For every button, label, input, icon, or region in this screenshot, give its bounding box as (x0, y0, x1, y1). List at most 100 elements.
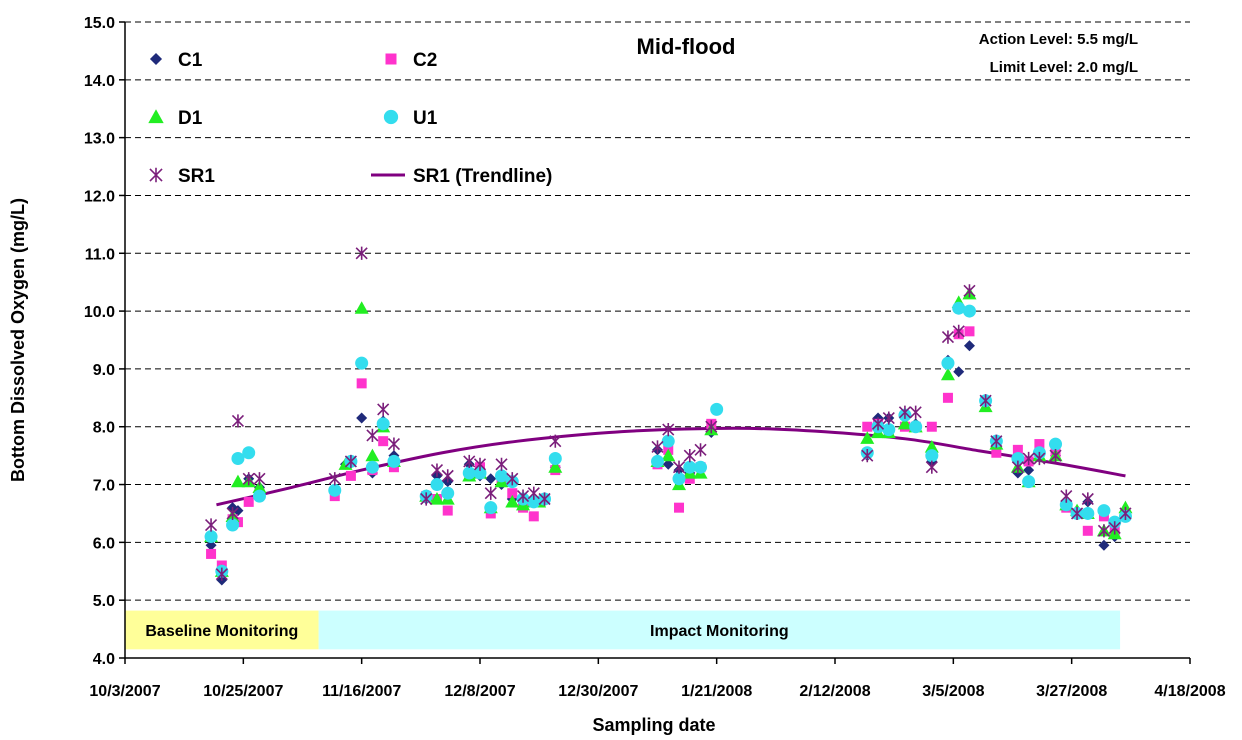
point-u1-9 (365, 460, 379, 474)
point-u1-6 (328, 483, 342, 497)
y-tick-label-8: 12.0 (84, 188, 115, 205)
point-u1-25 (661, 434, 675, 448)
point-sr1-15 (463, 454, 476, 469)
point-sr1-31 (871, 417, 885, 431)
x-tick-label-0: 10/3/2007 (89, 683, 160, 700)
point-c1-23 (662, 458, 674, 470)
limit-level-note: Limit Level: 2.0 mg/L (990, 59, 1138, 76)
point-sr1-48 (1097, 524, 1111, 538)
point-sr1-40 (990, 434, 1003, 448)
trendline-sr1 (216, 426, 1126, 507)
point-sr1-30 (861, 449, 874, 463)
point-u1-5 (252, 489, 266, 503)
point-sr1-28 (694, 443, 707, 457)
point-u1-8 (355, 356, 369, 370)
point-u1-29 (710, 402, 724, 416)
point-u1-17 (484, 501, 498, 515)
data-points (204, 246, 1133, 586)
point-sr1-47 (1081, 492, 1094, 506)
point-sr1-16 (473, 457, 487, 471)
x-tick-label-7: 3/5/2008 (922, 683, 984, 700)
y-tick-label-4: 8.0 (93, 420, 115, 437)
point-u1-41 (1011, 452, 1025, 466)
point-sr1-23 (549, 434, 562, 448)
x-tick-label-5: 1/21/2008 (681, 683, 752, 700)
point-sr1-4 (242, 472, 255, 486)
point-sr1-49 (1108, 521, 1121, 535)
point-d1-18 (505, 494, 520, 508)
point-u1-18 (495, 469, 509, 483)
point-d1-5 (252, 480, 267, 494)
point-u1-21 (527, 495, 541, 509)
point-sr1-24 (651, 440, 664, 454)
legend-marker-c1 (149, 52, 163, 66)
point-c2-19 (507, 488, 518, 499)
point-u1-42 (1022, 475, 1036, 489)
point-sr1-8 (355, 246, 368, 260)
legend-marker-c2 (385, 53, 397, 65)
point-sr1-32 (882, 411, 895, 425)
point-sr1-33 (898, 405, 911, 419)
series-sr1 (204, 246, 1132, 581)
point-c2-27 (684, 473, 695, 484)
legend-label-sr1: SR1 (178, 166, 215, 187)
legend-label-sr1-trendline: SR1 (Trendline) (413, 166, 552, 187)
point-u1-45 (1059, 498, 1073, 512)
point-c2-38 (964, 326, 975, 337)
x-axis-title: Sampling date (592, 715, 715, 735)
point-u1-36 (941, 356, 955, 370)
point-c2-14 (442, 505, 453, 516)
point-sr1-26 (672, 460, 686, 474)
point-sr1-3 (231, 414, 245, 428)
x-tick-label-3: 12/8/2007 (444, 683, 515, 700)
period-label-0: Baseline Monitoring (145, 623, 298, 640)
point-u1-35 (925, 449, 939, 463)
point-c2-43 (1034, 439, 1045, 450)
point-sr1-13 (430, 463, 444, 477)
legend-label-c2: C2 (413, 50, 437, 71)
point-c2-26 (674, 502, 685, 513)
point-c1-46 (1098, 539, 1110, 551)
y-tick-label-2: 6.0 (93, 535, 115, 552)
point-c1-7 (356, 412, 368, 424)
point-u1-28 (694, 460, 708, 474)
x-tick-label-6: 2/12/2008 (799, 683, 870, 700)
x-tick-label-8: 3/27/2008 (1036, 683, 1107, 700)
period-band-0 (125, 610, 319, 650)
point-sr1-17 (484, 486, 497, 500)
point-d1-32 (897, 416, 912, 430)
point-c2-4 (243, 496, 254, 507)
point-u1-13 (430, 478, 444, 492)
monitoring-periods: Baseline Monitoring Impact Monitoring (125, 610, 1121, 650)
point-sr1-20 (516, 489, 530, 503)
y-tick-label-0: 4.0 (93, 651, 115, 668)
title-backdrop (602, 30, 777, 68)
point-sr1-43 (1033, 451, 1046, 466)
x-tick-label-9: 4/18/2008 (1154, 683, 1225, 700)
point-d1-34 (924, 439, 939, 453)
point-sr1-39 (979, 394, 992, 408)
point-sr1-11 (387, 437, 401, 451)
point-u1-14 (441, 486, 455, 500)
point-sr1-37 (952, 324, 965, 338)
point-u1-23 (548, 452, 562, 466)
point-c2-36 (942, 392, 953, 403)
chart-title: Mid-flood (637, 34, 736, 59)
axes: 4.0 5.0 6.0 7.0 8.0 9.0 10.0 11.0 12.0 13.0 14.0 15… (84, 15, 1226, 700)
legend-marker-u1 (383, 109, 399, 125)
point-sr1-45 (1060, 489, 1073, 503)
y-tick-label-5: 9.0 (93, 362, 115, 379)
point-u1-48 (1097, 504, 1111, 518)
point-sr1-50 (1119, 506, 1132, 521)
point-u1-10 (376, 417, 390, 431)
gridlines (125, 21, 1190, 601)
point-d1-22 (548, 460, 563, 473)
point-u1-38 (962, 304, 976, 318)
action-level-note: Action Level: 5.5 mg/L (979, 31, 1138, 48)
point-sr1-25 (662, 423, 675, 437)
point-d1-3 (230, 474, 245, 488)
point-d1-35 (940, 367, 955, 381)
point-sr1-42 (1022, 451, 1035, 466)
point-sr1-38 (963, 284, 976, 298)
